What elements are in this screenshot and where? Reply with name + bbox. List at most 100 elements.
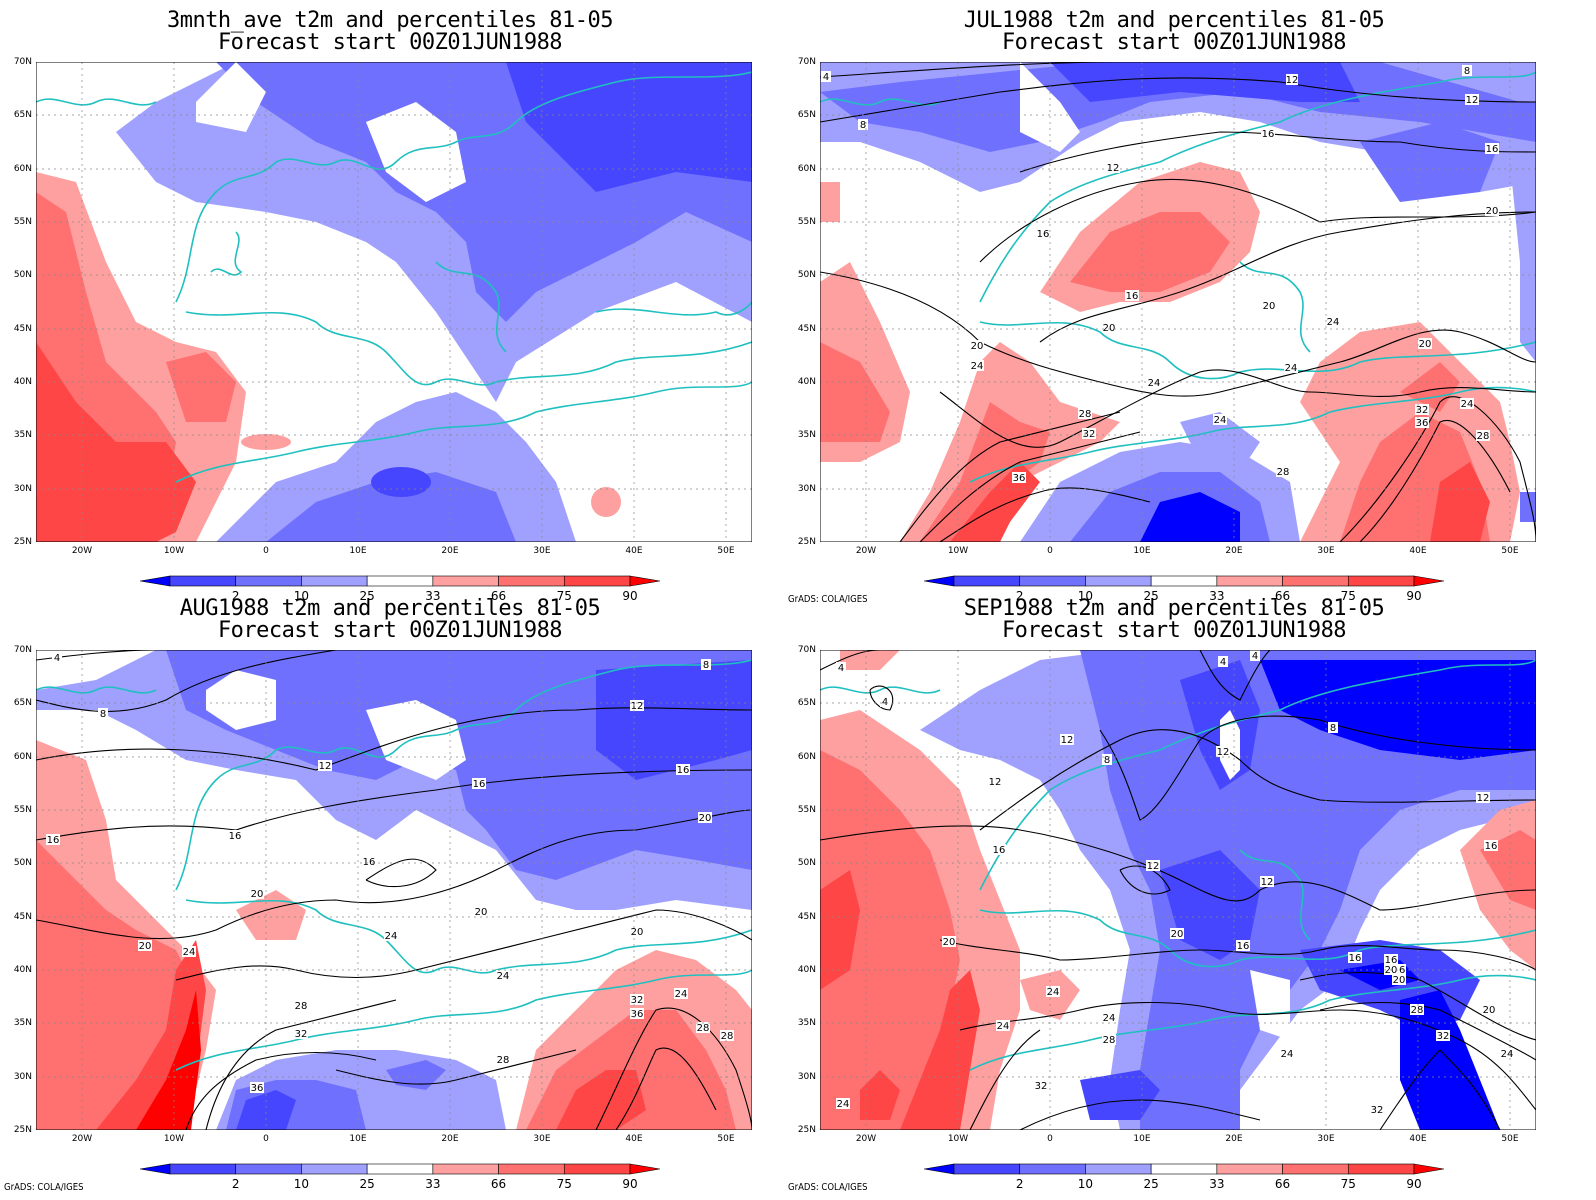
contour-label: 20 [971, 341, 984, 352]
colorbar-segment [169, 575, 237, 587]
colorbar-segment [1085, 575, 1152, 587]
lon-tick-label: 20W [71, 1134, 93, 1144]
lat-tick-label: 45N [797, 323, 816, 334]
contour-label: 16 [1262, 129, 1275, 140]
lon-tick-label: 10W [947, 546, 969, 556]
colorbar-segment [629, 575, 660, 587]
contour-label: 24 [385, 931, 398, 942]
contour-label: 8 [703, 660, 709, 671]
percentile-map: 4 4 4 4 12 8 8 12 12 12 16 12 12 16 20 1… [820, 650, 1536, 1130]
lon-tick-label: 0 [263, 546, 269, 556]
contour-label: 12 [631, 701, 644, 712]
lon-tick-label: 30E [1317, 546, 1335, 556]
contour-label: 4 [882, 697, 888, 708]
panel-title: JUL1988 t2m and percentiles 81-05 [963, 8, 1385, 33]
colorbar-label: 25 [1144, 589, 1159, 603]
colorbar-label: 75 [557, 589, 572, 603]
lat-tick-label: 60N [13, 751, 32, 762]
colorbar-label: 75 [1341, 1177, 1356, 1191]
colorbar-segment [1019, 575, 1086, 587]
contour-label: 32 [295, 1029, 308, 1040]
contour-label: 4 [54, 653, 60, 664]
map-panel-aug1988: AUG1988 t2m and percentiles 81-05 Foreca… [0, 588, 780, 1193]
lon-tick-label: 30E [533, 546, 551, 556]
contour-label: 32 [1035, 1081, 1048, 1092]
colorbar-label: 66 [1275, 589, 1290, 603]
lat-tick-label: 60N [13, 163, 32, 174]
colorbar-label: 2 [1016, 1177, 1024, 1191]
lon-tick-label: 20W [71, 546, 93, 556]
lat-tick-label: 50N [797, 270, 816, 281]
contour-label: 36 [1013, 473, 1026, 484]
contour-label: 4 [1252, 651, 1258, 662]
contour-label: 36 [631, 1009, 644, 1020]
colorbar-label: 10 [1078, 1177, 1093, 1191]
contour-label: 32 [1437, 1031, 1450, 1042]
colorbar-segment [301, 575, 368, 587]
colorbar-label: 25 [1144, 1177, 1159, 1191]
colorbar-label: 2 [1016, 589, 1024, 603]
colorbar-segment [301, 1163, 368, 1175]
colorbar-segment [1150, 1163, 1218, 1175]
lon-tick-label: 20E [1225, 546, 1243, 556]
lat-tick-label: 60N [797, 163, 816, 174]
contour-label: 8 [1330, 723, 1336, 734]
lat-tick-label: 25N [13, 1124, 32, 1135]
contour-label: 28 [697, 1023, 710, 1034]
lon-tick-label: 30E [533, 1134, 551, 1144]
percentile-map: 4 8 8 12 12 16 16 16 16 20 16 20 20 20 2… [36, 650, 752, 1130]
contour-label: 24 [1214, 415, 1227, 426]
contour-label: 20 [1486, 206, 1499, 217]
lon-tick-label: 10E [1133, 546, 1151, 556]
lat-tick-label: 55N [797, 216, 816, 227]
map-panel-jul1988: JUL1988 t2m and percentiles 81-05 Foreca… [784, 0, 1564, 605]
contour-label: 32 [631, 995, 644, 1006]
contour-label: 20 [139, 941, 152, 952]
colorbar-segment [924, 575, 955, 587]
credit-text: GrADS: COLA/IGES [788, 1182, 868, 1193]
lat-tick-label: 45N [13, 323, 32, 334]
lat-tick-label: 50N [797, 858, 816, 869]
contour-label: 20 [1393, 975, 1406, 986]
colorbar-label: 33 [1209, 1177, 1224, 1191]
colorbar-label: 33 [425, 1177, 440, 1191]
contour-label: 16 [1393, 965, 1406, 976]
colorbar-segment [366, 575, 434, 587]
lat-tick-label: 35N [797, 430, 816, 441]
colorbar-label: 90 [622, 589, 637, 603]
panel-subtitle: Forecast start 00Z01JUN1988 [217, 618, 563, 643]
colorbar-segment [1019, 1163, 1086, 1175]
contour-label: 28 [1477, 431, 1490, 442]
colorbar-segment [1282, 575, 1349, 587]
contour-label: 24 [837, 1099, 850, 1110]
lat-tick-label: 25N [797, 1124, 816, 1135]
lon-tick-label: 40E [625, 1134, 643, 1144]
contour-label: 20 [631, 927, 644, 938]
contour-label: 28 [1277, 467, 1290, 478]
contour-label: 12 [1147, 861, 1160, 872]
lat-tick-label: 40N [797, 376, 816, 387]
lon-tick-label: 0 [1047, 546, 1053, 556]
colorbar-label: 33 [1209, 589, 1224, 603]
colorbar-segment [1216, 1163, 1283, 1175]
lon-tick-label: 10W [163, 1134, 185, 1144]
contour-label: 28 [295, 1001, 308, 1012]
contour-label: 32 [1416, 405, 1429, 416]
contour-label: 32 [1371, 1105, 1384, 1116]
percentile-map: 12 8 8 12 16 16 12 16 20 20 16 20 24 20 … [820, 62, 1536, 542]
contour-label: 4 [838, 663, 844, 674]
lat-tick-label: 50N [13, 858, 32, 869]
colorbar-segment [1150, 575, 1218, 587]
contour-label: 4 [1220, 657, 1226, 668]
lat-tick-label: 30N [797, 1071, 816, 1082]
percentile-map [36, 62, 752, 542]
colorbar-segment [924, 1163, 955, 1175]
colorbar-label: 33 [425, 589, 440, 603]
credit-text: GrADS: COLA/IGES [788, 594, 868, 605]
colorbar-segment [169, 1163, 237, 1175]
contour-label: 16 [993, 845, 1006, 856]
shade-90 [36, 342, 196, 542]
colorbar-segment [953, 1163, 1021, 1175]
contour-label: 24 [1148, 378, 1161, 389]
contour-label: 20 [1419, 339, 1432, 350]
